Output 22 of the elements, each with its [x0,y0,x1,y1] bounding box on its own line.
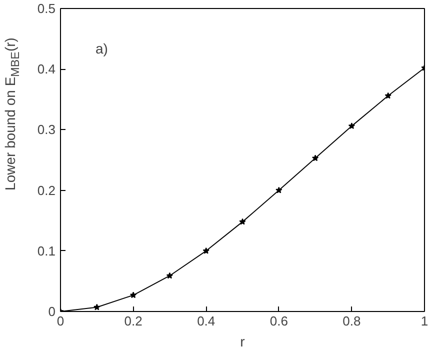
point [239,218,246,225]
y-tick-label: 0.2 [37,182,56,198]
x-tick-label: 0.2 [124,314,142,328]
point [166,272,174,279]
y-tick-label: 0.3 [37,122,56,138]
x-tick-label: 0.4 [197,314,216,328]
x-tick-label: 0.6 [270,314,288,328]
point [348,122,356,129]
x-tick-label: 0.8 [342,314,361,328]
y-tick-label: 0.5 [37,1,56,16]
annotation: a) [96,40,108,56]
point [312,154,319,162]
point [384,92,392,99]
point [130,292,137,298]
point [202,247,210,254]
point [94,304,100,310]
x-axis-title: r [240,334,246,350]
y-tick-label: 0.1 [37,243,56,258]
y-tick-label: 0.4 [37,62,56,77]
x-tick-label: 1 [420,314,428,328]
point [276,186,282,194]
y-tick-label: 0 [48,304,56,319]
